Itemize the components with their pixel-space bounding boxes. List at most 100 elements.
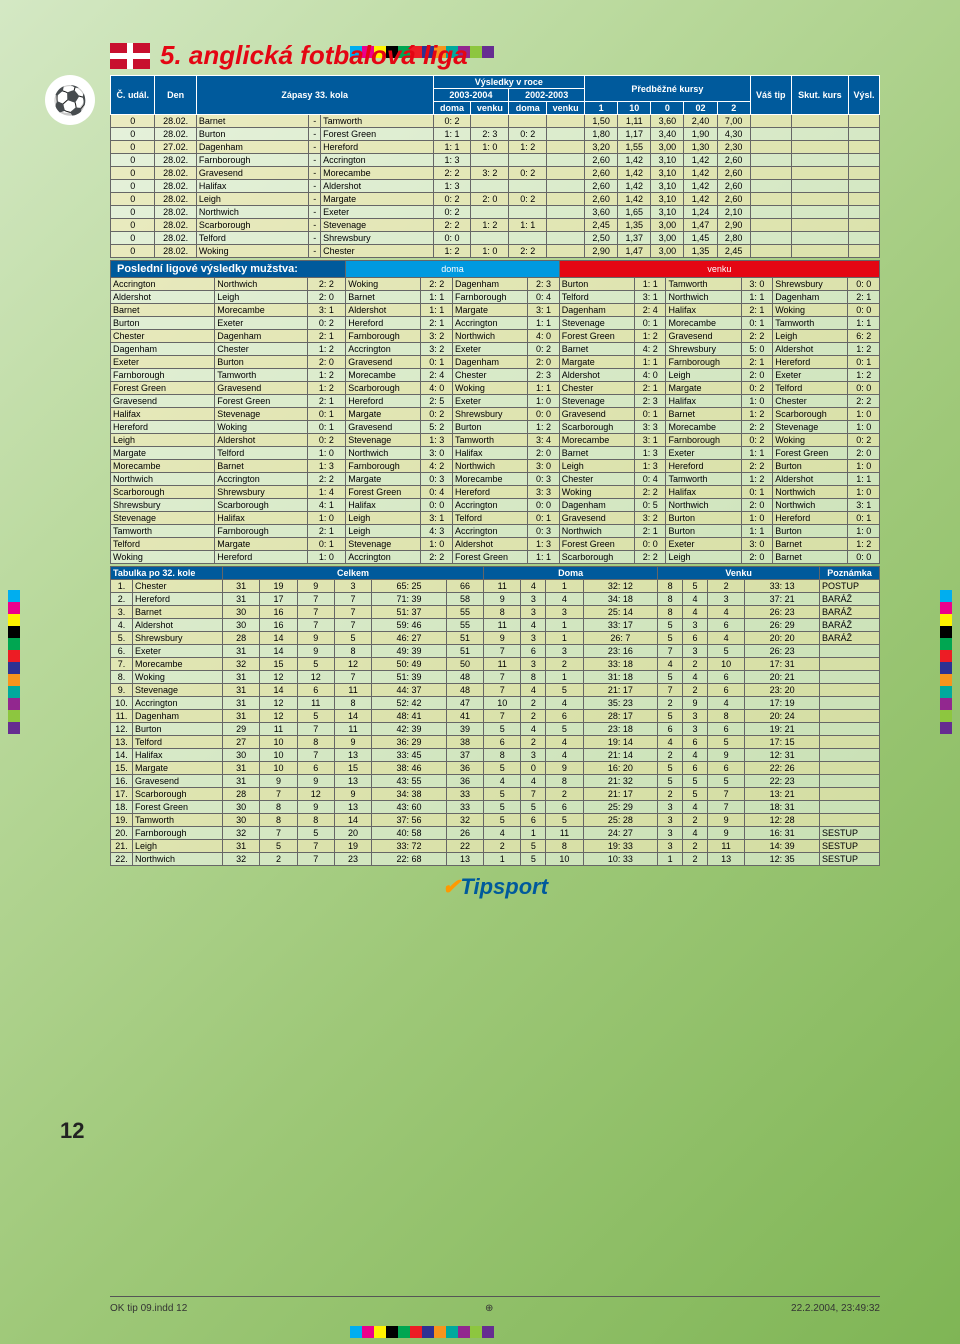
match-cell: 28.02.: [155, 167, 196, 180]
match-cell: 1,42: [684, 167, 717, 180]
standings-cell: 12: 35: [745, 853, 820, 866]
standings-cell: 8: [334, 697, 371, 710]
standings-cell: Stevenage: [133, 684, 223, 697]
match-cell: 2,60: [717, 167, 750, 180]
standings-cell: [820, 801, 880, 814]
match-cell: [791, 154, 848, 167]
match-cell: 1: 3: [433, 154, 471, 167]
result-cell: Tamworth: [111, 525, 215, 538]
result-cell: Accrington: [453, 525, 528, 538]
result-cell: Barnet: [773, 538, 848, 551]
result-cell: Chester: [111, 330, 215, 343]
result-cell: 2: 1: [741, 356, 773, 369]
standings-row: 4.Aldershot30167759: 4655114133: 1753626…: [111, 619, 880, 632]
col-odds-1: 1: [585, 102, 618, 115]
standings-celkem: Celkem: [223, 567, 484, 580]
result-cell: Barnet: [346, 291, 421, 304]
match-cell: 2,10: [717, 206, 750, 219]
match-cell: Dagenham: [196, 141, 308, 154]
result-cell: 1: 2: [307, 343, 346, 356]
standings-cell: Northwich: [133, 853, 223, 866]
result-row: ScarboroughShrewsbury1: 4Forest Green0: …: [111, 486, 880, 499]
standings-cell: 51: 39: [372, 671, 447, 684]
standings-cell: 7: [260, 788, 297, 801]
standings-cell: 5: [683, 775, 708, 788]
standings-cell: 7: [334, 606, 371, 619]
result-cell: Chester: [559, 473, 634, 486]
match-cell: 3,20: [585, 141, 618, 154]
result-cell: 3: 2: [634, 512, 666, 525]
standings-cell: 30: [223, 619, 260, 632]
standings-cell: [820, 697, 880, 710]
result-cell: 2: 2: [634, 551, 666, 564]
result-row: GravesendForest Green2: 1Hereford2: 5Exe…: [111, 395, 880, 408]
standings-cell: 6: [521, 645, 546, 658]
match-cell: [750, 193, 791, 206]
result-cell: Burton: [773, 460, 848, 473]
standings-cell: 5: [658, 710, 683, 723]
result-cell: Halifax: [346, 499, 421, 512]
match-cell: Gravesend: [196, 167, 308, 180]
standings-cell: 7: [334, 593, 371, 606]
result-cell: Barnet: [559, 447, 634, 460]
result-cell: Dagenham: [559, 499, 634, 512]
match-cell: 1,42: [684, 154, 717, 167]
result-cell: Halifax: [453, 447, 528, 460]
standings-cell: 36: [446, 762, 483, 775]
standings-cell: 36: 29: [372, 736, 447, 749]
result-cell: Gravesend: [346, 356, 421, 369]
result-cell: Stevenage: [215, 408, 307, 421]
result-cell: 0: 2: [528, 343, 560, 356]
standings-cell: 7: [484, 645, 521, 658]
standings-cell: 6: [707, 619, 744, 632]
standings-cell: 11: [484, 619, 521, 632]
match-cell: 2,90: [585, 245, 618, 258]
result-cell: Chester: [215, 343, 307, 356]
standings-cell: 41: [446, 710, 483, 723]
result-cell: 2: 0: [528, 356, 560, 369]
standings-cell: 8: [260, 814, 297, 827]
match-cell: 1: 1: [433, 128, 471, 141]
match-cell: 1,65: [618, 206, 651, 219]
result-cell: Dagenham: [111, 343, 215, 356]
standings-cell: 5: [484, 814, 521, 827]
result-cell: Tamworth: [666, 278, 741, 291]
standings-cell: 7: [707, 788, 744, 801]
standings-cell: 2: [521, 710, 546, 723]
standings-cell: 5: [683, 580, 708, 593]
match-cell: 0: [111, 128, 155, 141]
result-cell: Aldershot: [111, 291, 215, 304]
result-cell: Margate: [559, 356, 634, 369]
standings-cell: 48: [446, 684, 483, 697]
standings-cell: 5: [707, 736, 744, 749]
result-cell: 3: 1: [528, 304, 560, 317]
result-cell: Farnborough: [453, 291, 528, 304]
standings-cell: 4: [683, 827, 708, 840]
standings-cell: 12: [260, 710, 297, 723]
standings-cell: 9: [707, 749, 744, 762]
standings-cell: 6: [484, 736, 521, 749]
col-results: Výsledky v roce: [433, 76, 585, 89]
col-odds-0: 0: [651, 102, 684, 115]
match-cell: 0: 2: [509, 167, 547, 180]
result-cell: Scarborough: [559, 551, 634, 564]
standings-cell: [820, 762, 880, 775]
match-cell: 28.02.: [155, 232, 196, 245]
standings-cell: BARÁŽ: [820, 606, 880, 619]
match-cell: 2,90: [717, 219, 750, 232]
result-row: TelfordMargate0: 1Stevenage1: 0Aldershot…: [111, 538, 880, 551]
match-cell: [849, 245, 880, 258]
standings-cell: 13: 21: [745, 788, 820, 801]
match-row: 028.02.Gravesend-Morecambe2: 23: 20: 22,…: [111, 167, 880, 180]
standings-cell: 8: [546, 775, 583, 788]
standings-cell: 14.: [111, 749, 133, 762]
result-row: WokingHereford1: 0Accrington2: 2Forest G…: [111, 551, 880, 564]
result-cell: 2: 2: [307, 473, 346, 486]
match-cell: [471, 232, 509, 245]
standings-cell: 2: [658, 697, 683, 710]
standings-cell: 19: 33: [583, 840, 658, 853]
standings-cell: 17: 15: [745, 736, 820, 749]
match-cell: 3,10: [651, 206, 684, 219]
result-cell: Farnborough: [215, 525, 307, 538]
result-cell: 2: 2: [307, 278, 346, 291]
